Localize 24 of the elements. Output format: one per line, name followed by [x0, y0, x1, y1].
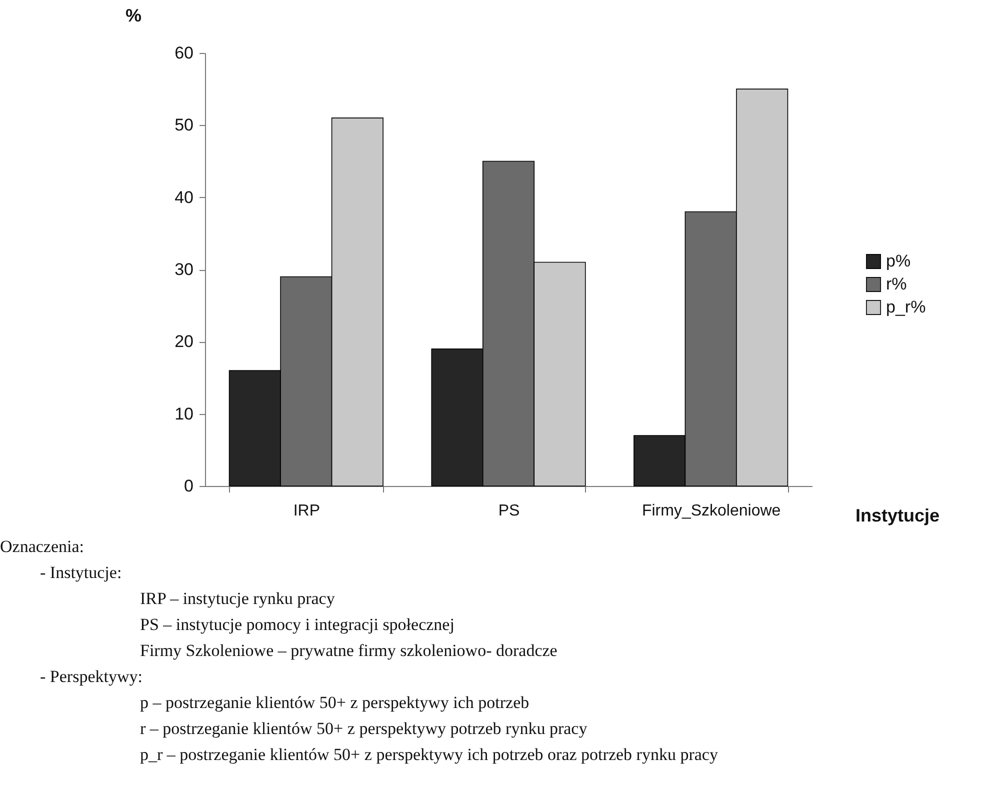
- y-tick-label: 20: [174, 332, 194, 352]
- text: p_r – postrzeganie klientów 50+ z perspektywy ich potrzeb oraz potrzeb rynku pracy: [139, 744, 718, 766]
- x-tick-label: Firmy_Szkoleniowe: [642, 502, 781, 520]
- text: - Instytucje:: [39, 562, 123, 584]
- text: PS – instytucje pomocy i integracji społecznej: [139, 614, 456, 636]
- y-tick-label: 10: [174, 404, 194, 424]
- legend-label: p_r%: [886, 298, 926, 316]
- legend-label: p%: [886, 252, 911, 270]
- y-axis-title: %: [126, 6, 142, 26]
- text: r – postrzeganie klientów 50+ z perspektywy potrzeb rynku pracy: [139, 718, 588, 740]
- text: - Perspektywy:: [39, 666, 144, 688]
- legend-label: r%: [886, 274, 907, 294]
- x-tick-label: PS: [498, 502, 520, 520]
- text: Firmy Szkoleniowe – prywatne firmy szkoleniowo- doradcze: [139, 640, 558, 662]
- text: IRP – instytucje rynku pracy: [139, 588, 336, 610]
- y-tick-label: 0: [184, 476, 194, 496]
- text: Oznaczenia:: [0, 536, 85, 558]
- y-tick-label: 60: [174, 44, 194, 62]
- text: p – postrzeganie klientów 50+ z perspektywy ich potrzeb: [139, 692, 530, 714]
- y-tick-label: 40: [174, 188, 194, 207]
- y-tick-label: 50: [174, 116, 194, 135]
- x-tick-label: IRP: [293, 502, 320, 520]
- x-axis-title: Instytucje: [856, 506, 940, 526]
- y-tick-label: 30: [174, 260, 194, 279]
